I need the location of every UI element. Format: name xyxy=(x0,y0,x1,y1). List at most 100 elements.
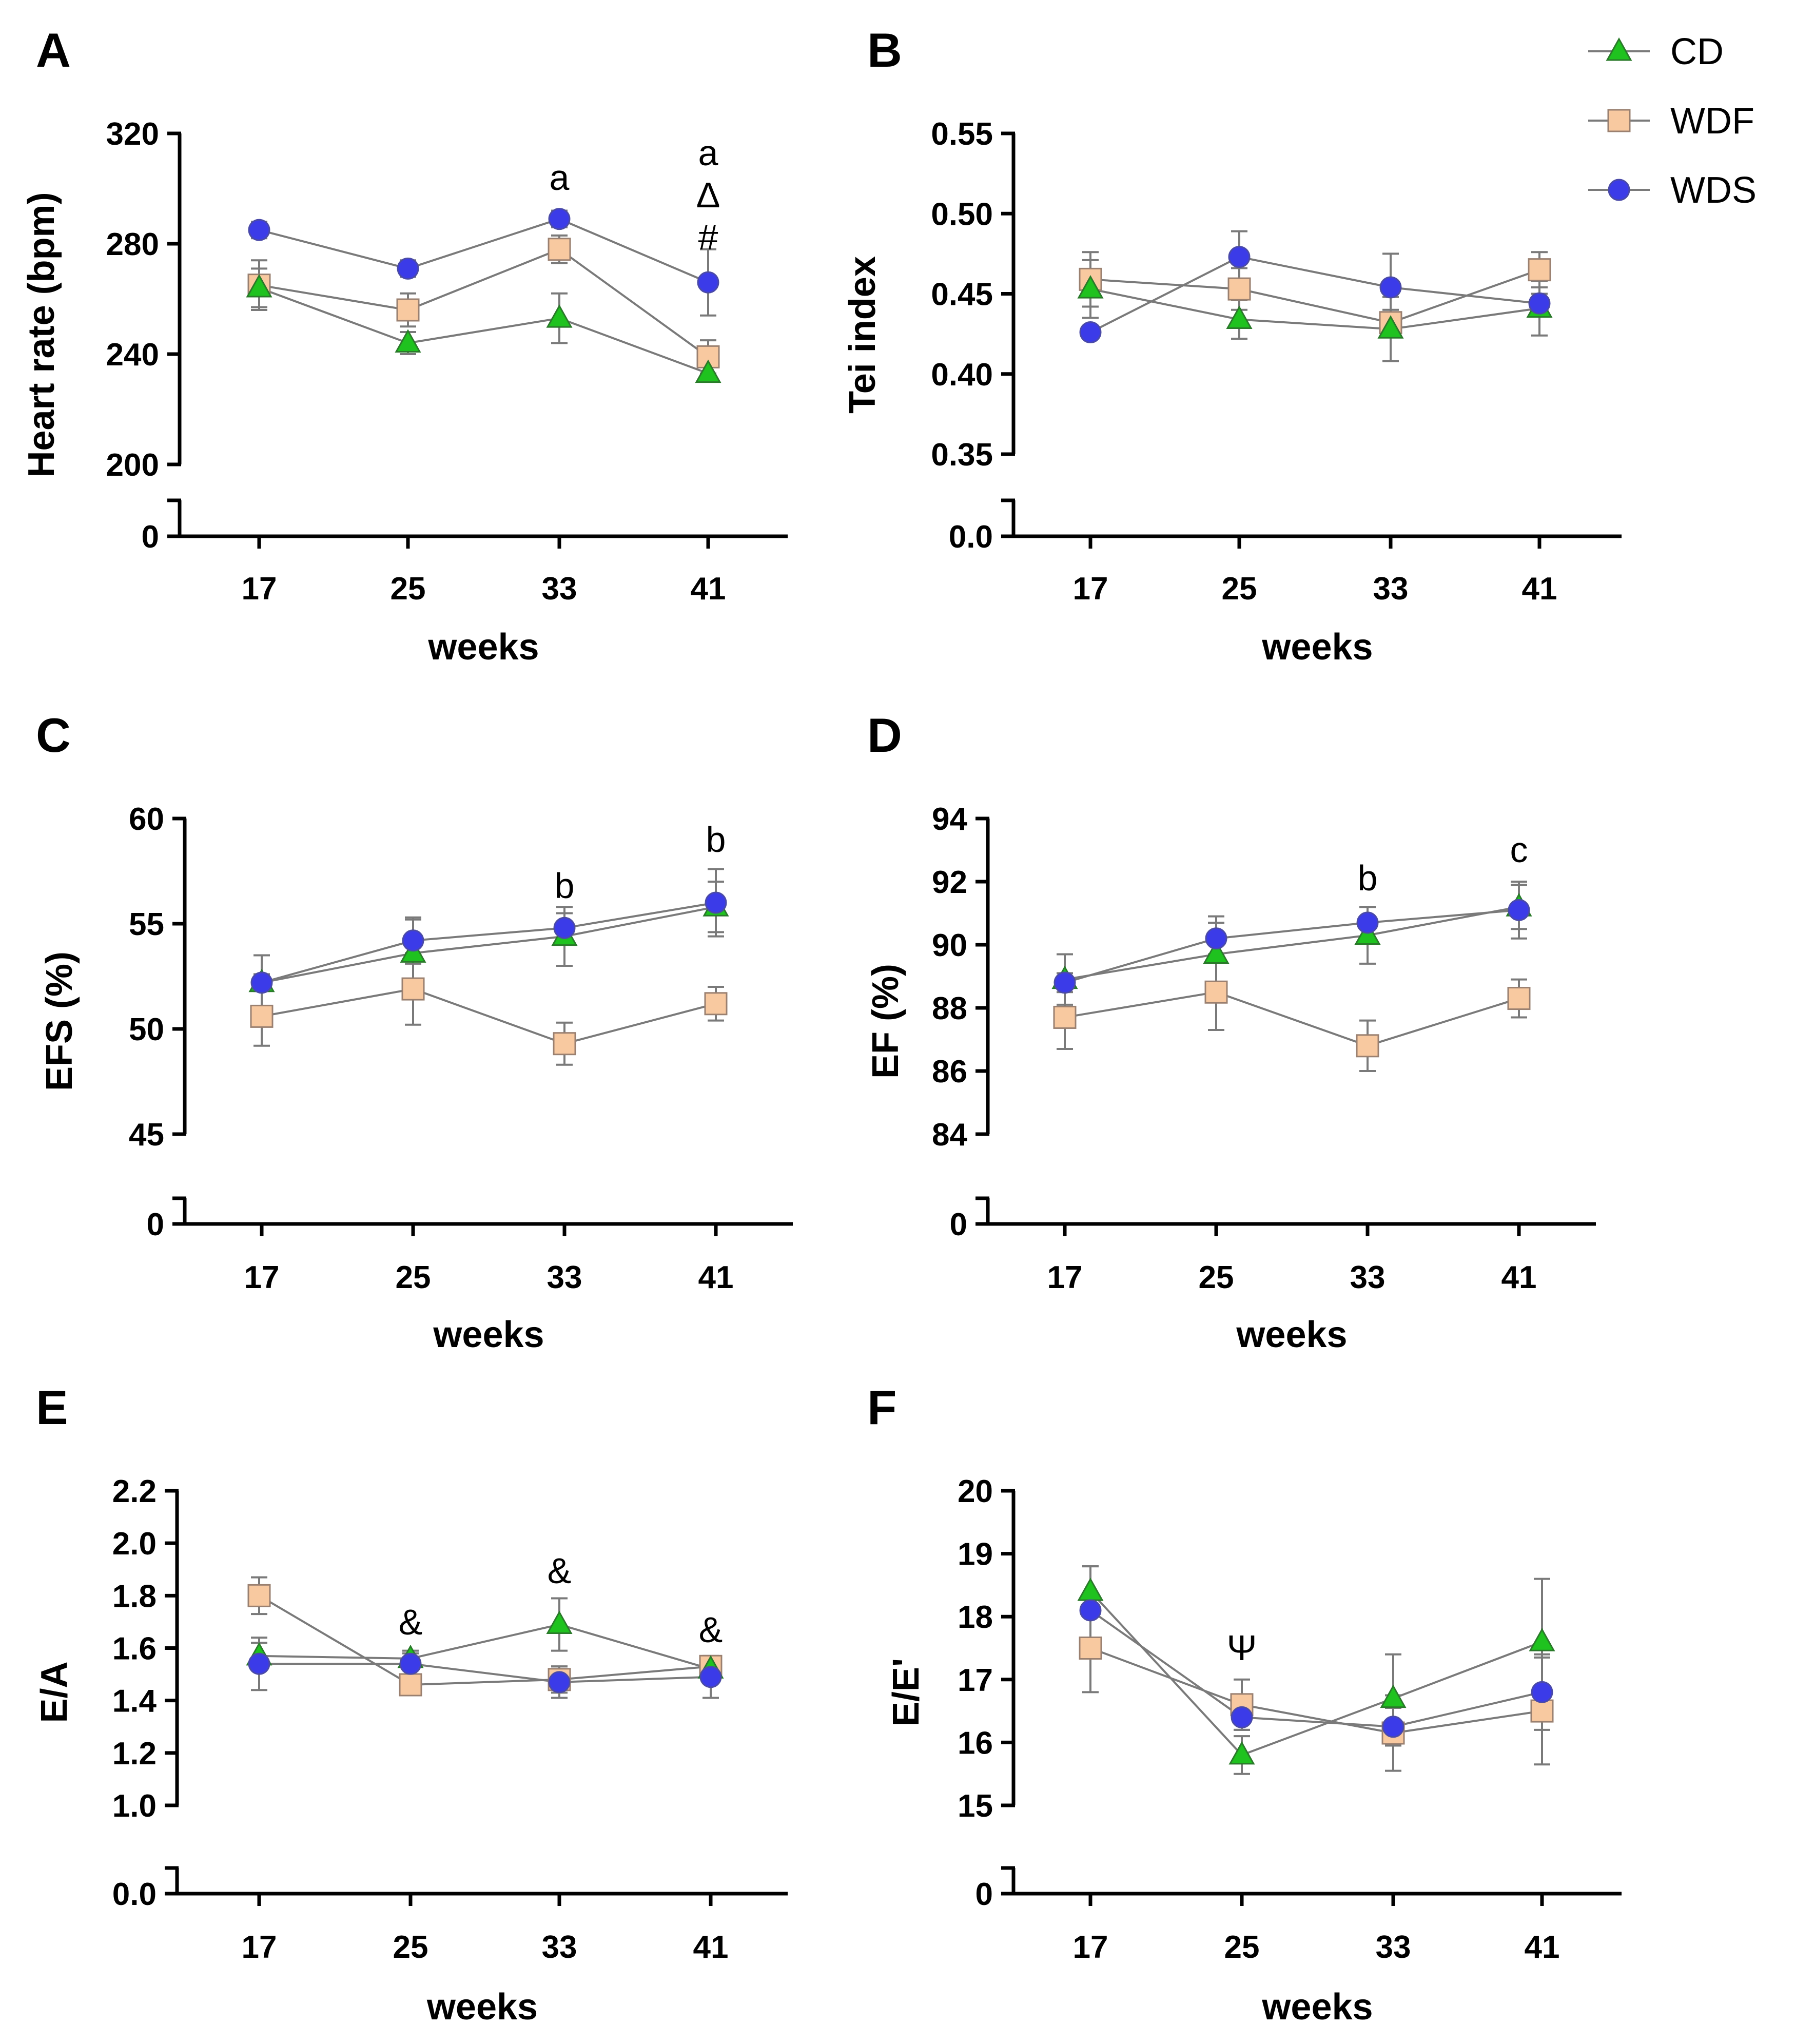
legend-marker-square xyxy=(1607,109,1631,132)
panel-b: B 0.35 0.40 0.45 0.50 0.55 0.0 17 25 33 41 weeks Tei… xyxy=(842,23,1622,668)
y-tick-label: 320 xyxy=(106,116,159,152)
y-tick-label: 240 xyxy=(106,337,159,373)
x-tick-label: 41 xyxy=(1522,571,1557,607)
series-line-wds xyxy=(1089,1609,1543,1728)
series-line-wdf xyxy=(258,1594,711,1686)
legend-marker-circle xyxy=(1608,179,1630,201)
x-tick-label: 41 xyxy=(691,571,726,607)
panel-letter: D xyxy=(867,708,902,762)
point-wds xyxy=(1356,911,1379,934)
point-wdf xyxy=(1227,277,1251,301)
y-tick-label: 60 xyxy=(129,802,164,837)
y-axis-title: E/A xyxy=(34,1661,75,1723)
series-line-cd xyxy=(259,287,709,375)
point-wdf xyxy=(704,992,728,1016)
point-wdf xyxy=(1053,1005,1077,1029)
legend-label: CD xyxy=(1670,31,1724,72)
x-axis-title: weeks xyxy=(426,1987,538,2028)
x-tick-label: 33 xyxy=(547,1260,582,1295)
y-tick-label: 1.0 xyxy=(112,1788,157,1824)
point-wds xyxy=(397,257,419,280)
point-wdf xyxy=(396,298,420,322)
point-wdf xyxy=(1079,1637,1102,1660)
y-tick-label: 0.50 xyxy=(931,197,993,232)
y-tick-label: 88 xyxy=(932,991,967,1026)
y-tick-label-zero: 0.0 xyxy=(112,1877,157,1912)
y-tick-label: 1.2 xyxy=(112,1736,157,1772)
y-tick-label: 55 xyxy=(129,907,164,942)
point-wds xyxy=(402,929,424,952)
y-axis-title: EF (%) xyxy=(865,964,906,1079)
point-cd xyxy=(395,329,421,353)
series-line-wds xyxy=(261,902,716,984)
x-tick-label: 25 xyxy=(396,1260,431,1295)
significance-annotation: b xyxy=(555,866,575,906)
point-cd xyxy=(546,1610,573,1634)
point-wds xyxy=(399,1652,422,1675)
panel-letter: A xyxy=(36,23,71,77)
point-wds xyxy=(1079,1599,1102,1622)
y-tick-label: 50 xyxy=(129,1012,164,1047)
point-cd xyxy=(1077,275,1104,299)
series-line-wds xyxy=(1064,909,1519,984)
x-tick-label: 17 xyxy=(1047,1260,1083,1295)
x-tick-label: 17 xyxy=(244,1260,280,1295)
point-wds xyxy=(697,271,719,294)
series-line-wdf xyxy=(1064,991,1519,1047)
x-tick-label: 33 xyxy=(1376,1930,1411,1965)
y-tick-label: 200 xyxy=(106,447,159,483)
x-tick-label: 41 xyxy=(1501,1260,1537,1295)
panel-letter: F xyxy=(867,1380,896,1434)
y-tick-label: 0.35 xyxy=(931,437,993,473)
y-tick-label-zero: 0 xyxy=(142,519,159,555)
y-tick-label-zero: 0 xyxy=(147,1207,164,1242)
point-wds xyxy=(705,891,727,914)
y-tick-label: 86 xyxy=(932,1054,967,1089)
significance-annotation: Ψ xyxy=(1227,1628,1257,1668)
significance-annotation: a xyxy=(698,133,718,173)
point-wdf xyxy=(250,1004,274,1028)
series-line-wdf xyxy=(1090,1647,1543,1735)
y-tick-label: 15 xyxy=(958,1788,993,1824)
x-tick-label: 41 xyxy=(698,1260,734,1295)
x-tick-label: 25 xyxy=(1199,1260,1234,1295)
point-cd xyxy=(1529,1628,1555,1651)
y-tick-label: 1.4 xyxy=(112,1684,157,1719)
point-wdf xyxy=(1507,987,1531,1010)
panel-c: C 45 50 55 60 0 17 25 33 41 weeks EFS (%) b b xyxy=(36,708,793,1355)
x-axis-title: weeks xyxy=(1261,627,1373,668)
legend: CD WDF WDS xyxy=(1588,31,1757,211)
panel-d: D 84 86 88 90 92 94 0 17 25 33 41 weeks EF (%) b c xyxy=(865,708,1596,1355)
significance-annotation: & xyxy=(399,1602,423,1642)
series-line-wds xyxy=(1090,256,1540,334)
panel-f: F 15 16 17 18 19 20 0 17 25 33 41 weeks E/E' Ψ xyxy=(867,1380,1622,2028)
legend-marker-triangle xyxy=(1606,37,1632,61)
series-line-wds xyxy=(259,1663,711,1683)
panel-letter: B xyxy=(867,23,902,77)
series-line-wdf xyxy=(261,988,716,1045)
point-wds xyxy=(1079,321,1102,343)
point-wds xyxy=(1228,246,1251,268)
point-cd xyxy=(695,359,721,383)
x-axis-title: weeks xyxy=(1261,1987,1373,2028)
point-wds xyxy=(1205,927,1227,950)
x-tick-label: 41 xyxy=(1525,1930,1560,1965)
point-wds xyxy=(1382,1716,1404,1738)
point-cd xyxy=(546,304,573,328)
x-axis-title: weeks xyxy=(427,627,539,668)
point-wdf xyxy=(1528,258,1551,282)
significance-annotation: & xyxy=(699,1610,723,1650)
y-tick-label-zero: 0.0 xyxy=(949,519,993,555)
significance-annotation: a xyxy=(550,158,570,198)
x-tick-label: 17 xyxy=(242,571,277,607)
point-cd xyxy=(1203,940,1230,964)
point-cd xyxy=(1377,315,1404,339)
y-tick-label-zero: 0 xyxy=(975,1877,993,1912)
y-axis-title: EFS (%) xyxy=(39,951,80,1091)
point-wdf xyxy=(401,977,425,1001)
y-tick-label: 1.6 xyxy=(112,1631,157,1667)
point-wdf xyxy=(247,1584,271,1607)
significance-annotation: b xyxy=(1358,858,1378,898)
